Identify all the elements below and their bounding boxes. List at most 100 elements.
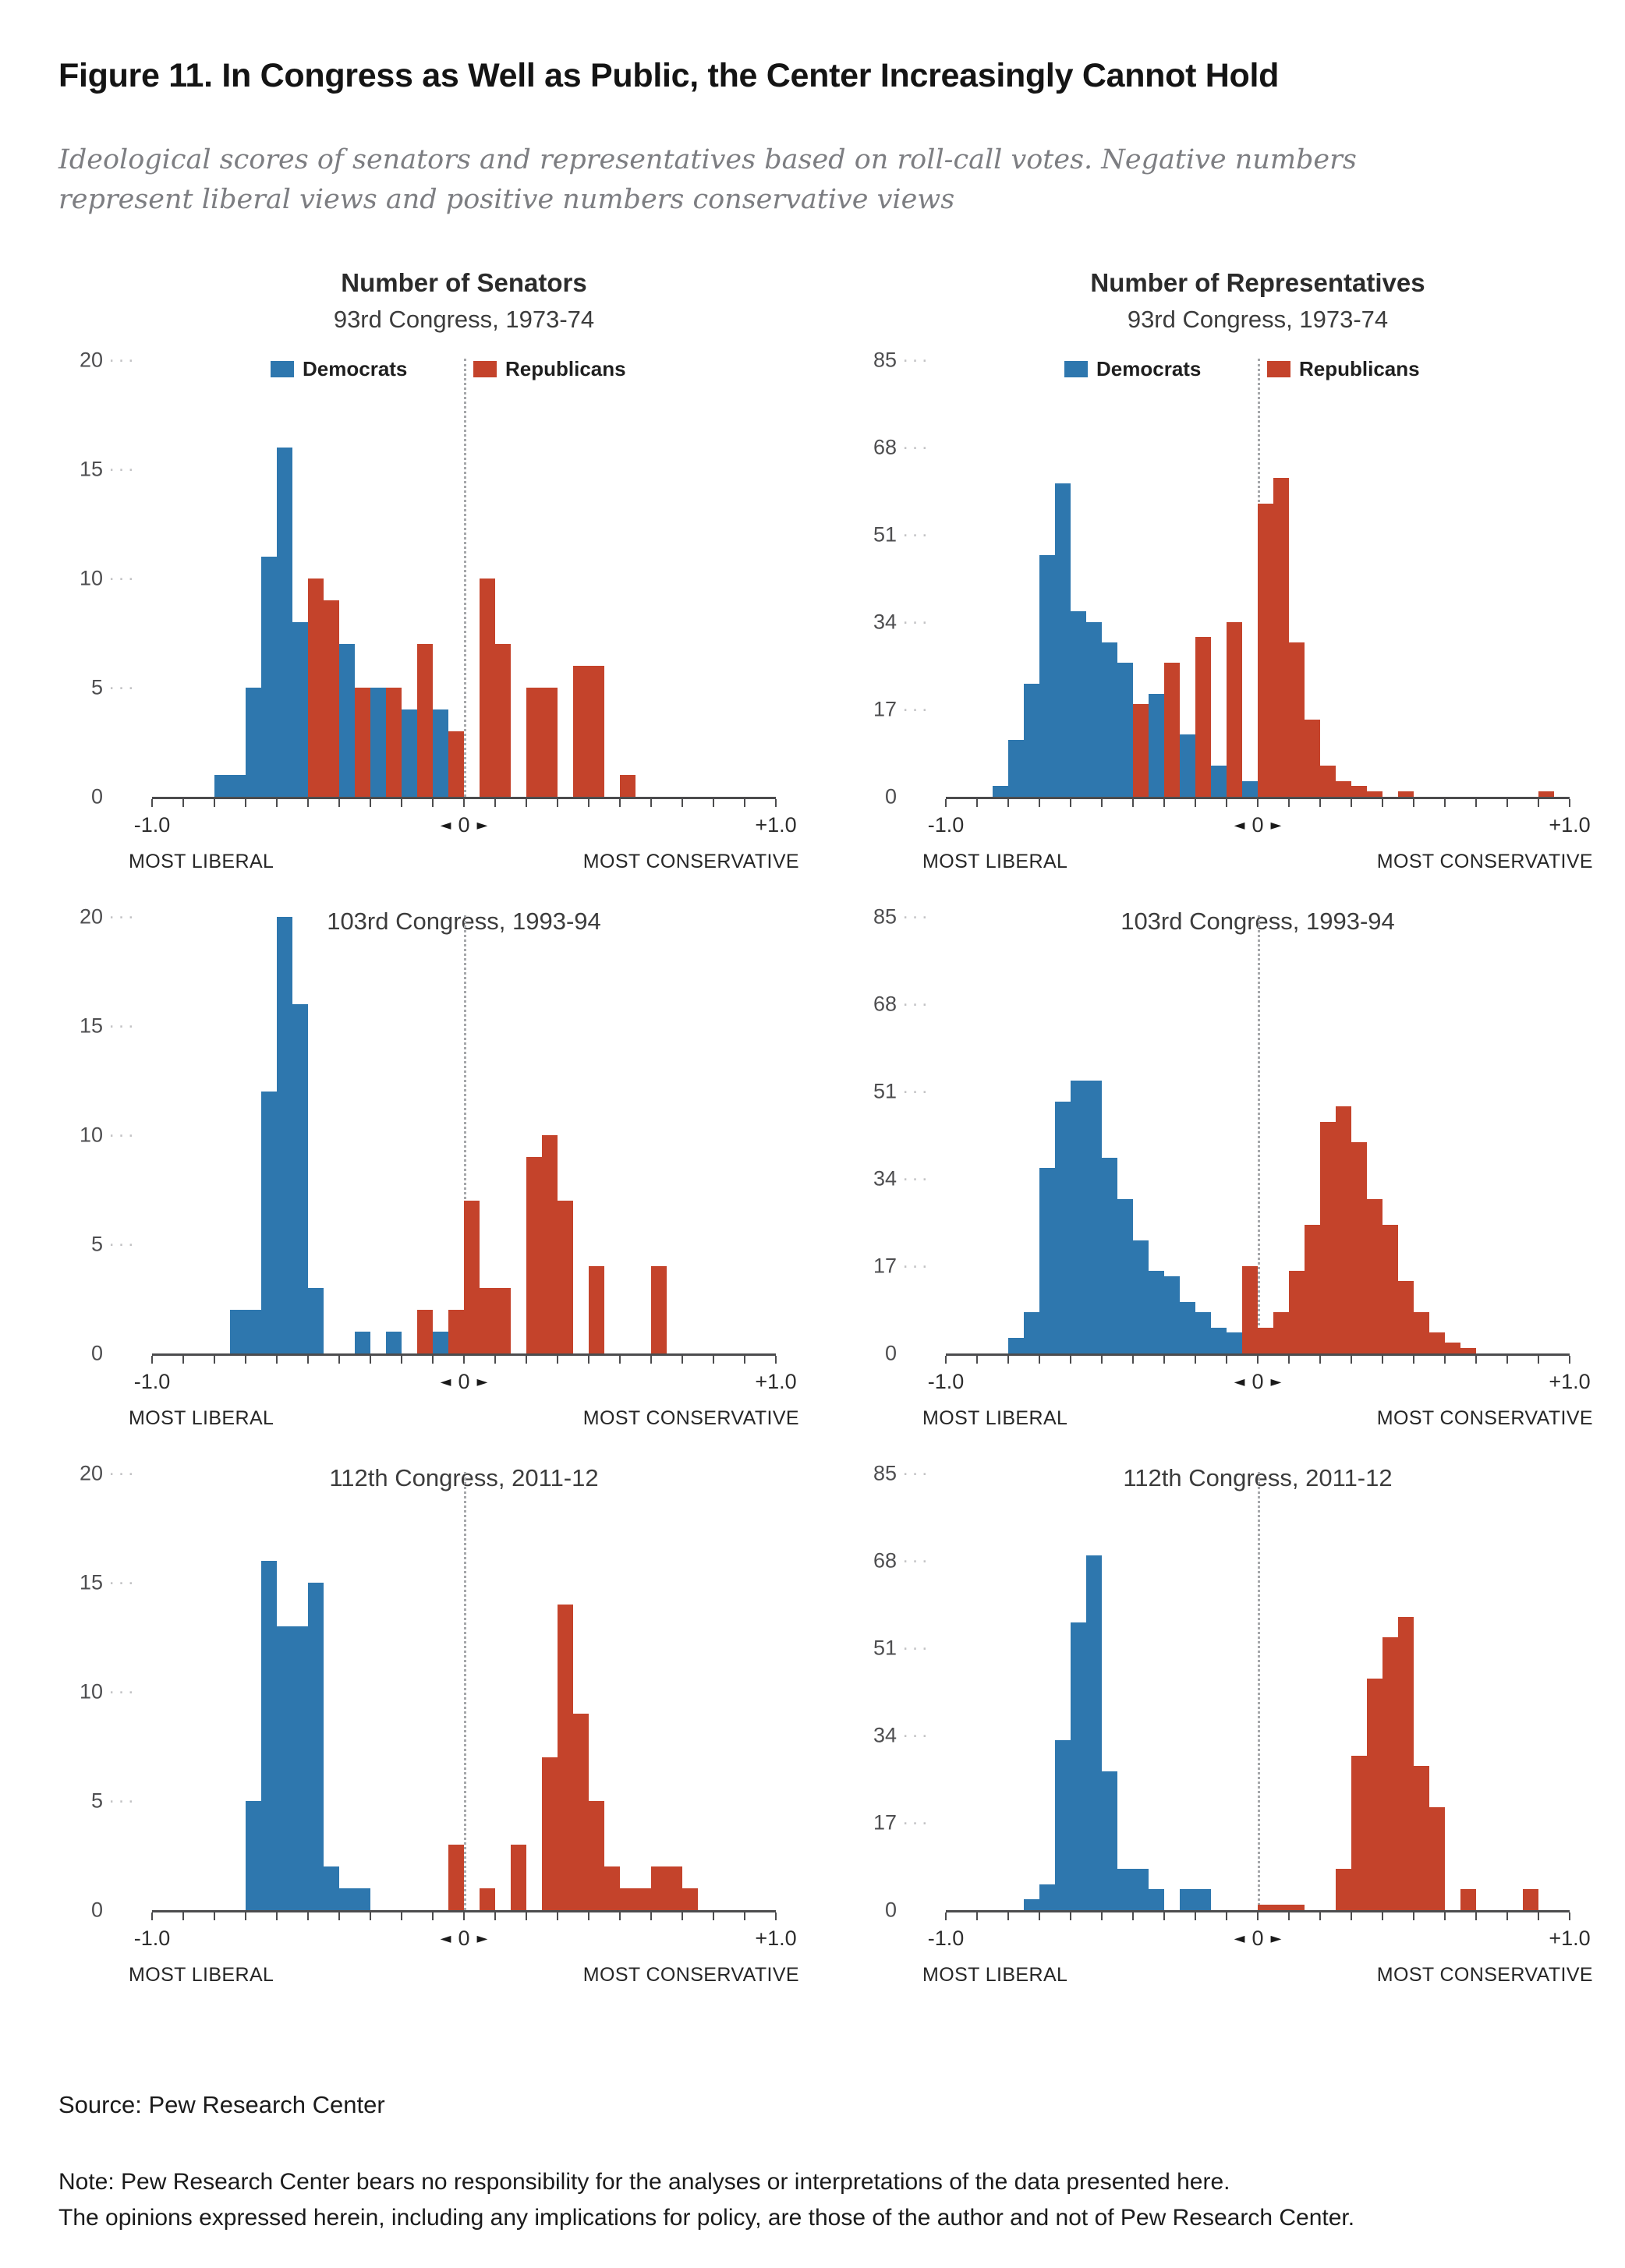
note-line-2: The opinions expressed herein, including…	[58, 2205, 1355, 2231]
most-conservative-label: MOST CONSERVATIVE	[582, 850, 799, 872]
x-tick	[1538, 798, 1539, 807]
y-tick-dots: ···	[108, 676, 137, 698]
x-tick	[744, 798, 745, 807]
y-tick-value: 85	[873, 904, 897, 928]
y-axis: 0 17 ··· 34 ··· 51 ··· 68 ··· 85 ···	[852, 348, 946, 808]
x-tick	[1195, 1355, 1196, 1364]
legend-label: Republicans	[1299, 356, 1420, 380]
democrat-bar	[433, 709, 448, 797]
y-tick-label: 68 ···	[852, 1548, 938, 1573]
y-tick-label: 68 ···	[852, 992, 938, 1016]
republican-bar	[1336, 1868, 1351, 1910]
plot-row: 0 17 ··· 34 ··· 51 ··· 68 ··· 85 ··· Democrats Repub…	[852, 348, 1570, 808]
x-tick	[1288, 798, 1290, 807]
democrat-bar	[246, 1800, 261, 1910]
republican-bar	[1289, 1271, 1305, 1353]
y-tick-value: 20	[79, 1461, 103, 1484]
zero-dotted-line	[464, 358, 466, 797]
zero-right-arrow-icon: ►	[1270, 816, 1282, 833]
democrat-bar	[1211, 765, 1227, 797]
y-tick-value: 34	[873, 1166, 897, 1190]
x-tick	[1506, 1912, 1508, 1920]
republican-bar	[417, 643, 433, 797]
republicans-swatch-icon	[473, 360, 497, 377]
y-axis: 0 5 ··· 10 ··· 15 ··· 20 ···	[58, 348, 152, 808]
y-tick-value: 17	[873, 697, 897, 720]
democrat-bar	[370, 687, 386, 797]
x-tick	[1070, 1355, 1071, 1364]
republican-bar	[1273, 478, 1289, 797]
democrat-bar	[1227, 1332, 1242, 1353]
congress-title: 112th Congress, 2011-12	[329, 1463, 599, 1491]
y-tick-dots: ···	[902, 523, 931, 545]
y-tick-label: 0	[58, 1898, 144, 1922]
y-tick-value: 51	[873, 1079, 897, 1102]
x-tick	[1475, 1912, 1477, 1920]
x-label-min: -1.0	[927, 1369, 965, 1393]
x-tick	[338, 1355, 340, 1364]
republican-bar	[1195, 637, 1211, 797]
x-tick	[1382, 1912, 1383, 1920]
republican-bar	[308, 578, 324, 797]
y-tick-value: 15	[79, 1570, 103, 1594]
y-tick-label: 0	[58, 1341, 144, 1365]
plot-area: Democrats Republicans	[152, 356, 776, 799]
axis-captions: MOST LIBERAL MOST CONSERVATIVE	[129, 851, 799, 873]
republican-bar	[589, 665, 604, 797]
axis-captions: MOST LIBERAL MOST CONSERVATIVE	[922, 1964, 1593, 1987]
x-tick	[1382, 798, 1383, 807]
republican-bar	[1398, 791, 1414, 797]
most-liberal-label: MOST LIBERAL	[922, 1406, 1068, 1429]
y-tick-value: 0	[90, 784, 103, 808]
x-tick	[557, 798, 558, 807]
x-tick	[1163, 1912, 1165, 1920]
democrat-bar	[1195, 1311, 1211, 1353]
x-tick	[1007, 798, 1009, 807]
republican-bar	[604, 1866, 620, 1910]
y-tick-label: 51 ···	[852, 1636, 938, 1660]
democrat-bar	[339, 643, 355, 797]
y-tick-dots: ···	[108, 1571, 137, 1593]
y-tick-label: 85 ···	[852, 904, 938, 929]
x-tick	[276, 1912, 278, 1920]
legend-label: Republicans	[505, 356, 626, 380]
x-tick	[370, 798, 371, 807]
x-tick	[276, 1355, 278, 1364]
y-tick-label: 17 ···	[852, 1810, 938, 1835]
y-tick-label: 20 ···	[58, 1461, 144, 1485]
x-zero-value: 0	[1251, 1369, 1264, 1393]
y-tick-label: 5 ···	[58, 675, 144, 699]
x-tick	[245, 1912, 246, 1920]
republican-bar	[480, 1888, 495, 1910]
y-tick-value: 68	[873, 435, 897, 458]
x-tick	[650, 798, 652, 807]
y-tick-value: 34	[873, 1723, 897, 1746]
house-column-title: Number of Representatives	[1090, 267, 1425, 297]
x-tick	[619, 1912, 621, 1920]
plot-row: 0 5 ··· 10 ··· 15 ··· 20 ··· 103rd Congress, 1993…	[58, 904, 776, 1364]
x-axis: -1.0 ◄ 0 ► +1.0	[134, 1912, 797, 1964]
democrat-bar	[1071, 611, 1086, 797]
x-tick	[494, 1355, 496, 1364]
y-tick-dots: ···	[902, 436, 931, 458]
democrat-bar	[1117, 663, 1133, 797]
x-tick	[945, 1912, 947, 1920]
democrat-bar	[277, 1626, 292, 1910]
x-tick	[1444, 1355, 1446, 1364]
republican-bar	[589, 1265, 604, 1353]
x-tick	[1569, 1355, 1570, 1364]
senate-column-title: Number of Senators	[341, 267, 587, 297]
x-zero-value: 0	[458, 1926, 470, 1950]
y-tick-dots: ···	[902, 1080, 931, 1102]
democrat-bar	[402, 709, 417, 797]
y-tick-dots: ···	[108, 567, 137, 589]
democrat-bar	[1164, 1276, 1180, 1353]
axis-captions: MOST LIBERAL MOST CONSERVATIVE	[129, 1407, 799, 1430]
y-tick-value: 10	[79, 1123, 103, 1146]
y-tick-dots: ···	[108, 349, 137, 370]
x-tick	[1163, 798, 1165, 807]
x-tick	[401, 1912, 402, 1920]
x-tick	[276, 798, 278, 807]
note-text: Note: Pew Research Center bears no respo…	[58, 2164, 1567, 2237]
democrat-bar	[1071, 1622, 1086, 1910]
